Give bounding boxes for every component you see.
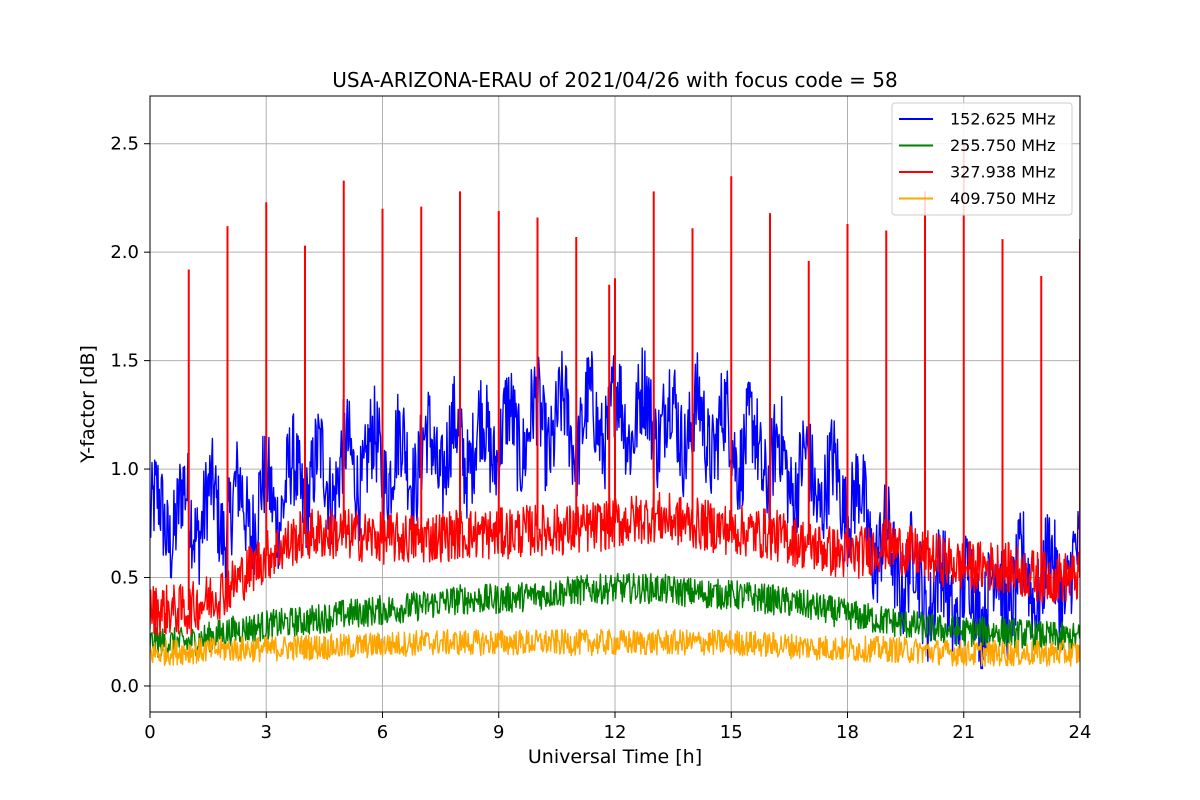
x-tick-label: 24 xyxy=(1069,722,1092,743)
x-tick-label: 21 xyxy=(952,722,975,743)
x-tick-label: 6 xyxy=(377,722,388,743)
y-tick-label: 1.0 xyxy=(110,459,139,480)
y-axis-label: Y-factor [dB] xyxy=(77,345,99,464)
x-tick-label: 0 xyxy=(144,722,155,743)
chart-title: USA-ARIZONA-ERAU of 2021/04/26 with focu… xyxy=(332,68,897,92)
series-line xyxy=(150,572,1080,658)
x-tick-label: 12 xyxy=(604,722,627,743)
legend-entry: 327.938 MHz xyxy=(950,163,1055,182)
series-line xyxy=(150,628,1080,667)
y-tick-label: 0.0 xyxy=(110,676,139,697)
y-tick-label: 0.5 xyxy=(110,568,139,589)
legend-box xyxy=(891,102,1073,216)
x-tick-label: 15 xyxy=(720,722,743,743)
legend-entry: 152.625 MHz xyxy=(950,110,1055,129)
legend: 152.625 MHz 255.750 MHz 327.938 MHz 409.750… xyxy=(891,102,1073,216)
legend-entry: 409.750 MHz xyxy=(950,189,1055,208)
x-tick-label: 9 xyxy=(493,722,504,743)
x-tick-label: 3 xyxy=(261,722,272,743)
y-tick-label: 1.5 xyxy=(110,351,139,372)
y-axis: 0.0 0.5 1.0 1.5 2.0 2.5 xyxy=(110,134,150,697)
x-tick-label: 18 xyxy=(836,722,859,743)
y-tick-label: 2.0 xyxy=(110,242,139,263)
legend-entry: 255.750 MHz xyxy=(950,136,1055,155)
x-axis-label: Universal Time [h] xyxy=(528,746,702,768)
y-tick-label: 2.5 xyxy=(110,134,139,155)
x-axis: 0 3 6 9 12 15 18 21 24 xyxy=(144,712,1091,743)
